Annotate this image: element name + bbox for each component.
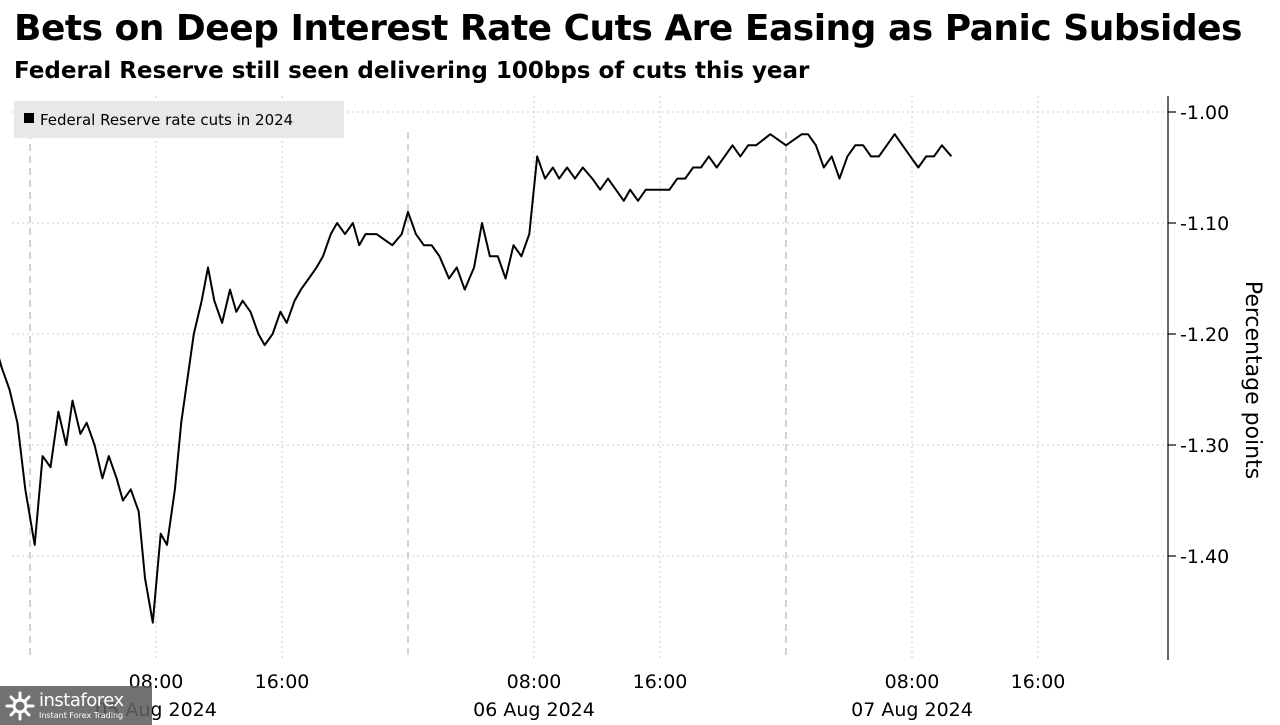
y-tick-label: -1.40 [1180,546,1229,568]
x-tick-time-label: 16:00 [255,671,310,693]
series-line-fed-rate-cuts [0,133,953,624]
watermark-tagline: Instant Forex Trading [39,710,124,720]
x-tick-date-label: 07 Aug 2024 [851,699,973,721]
y-tick-label: -1.10 [1180,213,1229,235]
chart-subtitle: Federal Reserve still seen delivering 10… [14,58,810,84]
y-tick-label: -1.30 [1180,435,1229,457]
watermark-name: instaforex [39,689,124,711]
legend-label: Federal Reserve rate cuts in 2024 [40,111,293,129]
y-axis-label: Percentage points [1240,281,1265,479]
x-tick-time-label: 08:00 [885,671,940,693]
x-tick-time-label: 08:00 [507,671,562,693]
x-tick-time-label: 16:00 [1011,671,1066,693]
y-tick-label: -1.00 [1180,102,1229,124]
chart-title: Bets on Deep Interest Rate Cuts Are Easi… [14,8,1242,49]
instaforex-logo-icon [5,691,35,720]
legend-swatch [24,113,34,123]
legend-box [14,101,344,138]
x-tick-date-label: 06 Aug 2024 [473,699,595,721]
y-tick-label: -1.20 [1180,324,1229,346]
instaforex-watermark: instaforex Instant Forex Trading [0,686,152,725]
x-tick-time-label: 16:00 [633,671,688,693]
